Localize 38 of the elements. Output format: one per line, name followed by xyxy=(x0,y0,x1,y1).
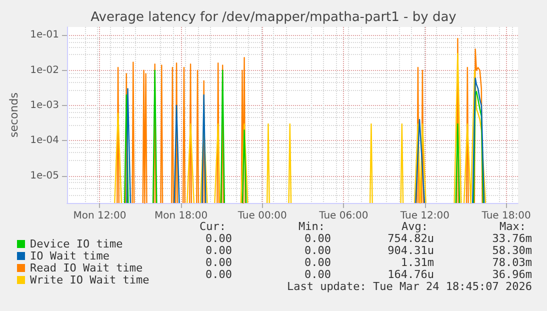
legend-label: IO Wait time xyxy=(30,250,110,262)
x-tick-label: Tue 00:00 xyxy=(236,210,287,222)
text: 36.96m xyxy=(492,268,532,281)
x-tick-label: Tue 12:00 xyxy=(399,210,450,222)
text: 33.76m xyxy=(492,232,532,245)
text: Last update: Tue Mar 24 18:45:07 2026 xyxy=(286,280,532,293)
y-tick-label: 1e-03 xyxy=(30,100,59,112)
y-tick-label: 1e-04 xyxy=(30,135,59,146)
text: 0.00 xyxy=(206,232,232,245)
text: Cur: xyxy=(200,220,226,233)
text: Max: xyxy=(500,220,526,233)
chart-title: Average latency for /dev/mapper/mpatha-part1 - by day xyxy=(90,10,457,25)
text: 164.76u xyxy=(388,268,434,281)
text: 754.82u xyxy=(388,232,434,245)
x-tick-label: Mon 12:00 xyxy=(73,210,126,222)
text: 0.00 xyxy=(304,232,331,245)
text: 0.00 xyxy=(304,256,331,269)
legend-label: Write IO Wait time xyxy=(30,274,150,286)
text: 0.00 xyxy=(206,256,232,269)
text: 904.31u xyxy=(388,244,434,257)
text: Avg: xyxy=(402,220,428,233)
text: 58.30m xyxy=(492,244,532,257)
x-tick-label: Mon 18:00 xyxy=(154,210,208,222)
text: 78.03m xyxy=(492,256,532,269)
text: Min: xyxy=(298,220,325,233)
x-tick-label: Tue 18:00 xyxy=(480,210,531,222)
text: 0.00 xyxy=(206,268,232,281)
text: 1.31m xyxy=(400,256,434,269)
text: 0.00 xyxy=(206,244,232,257)
y-tick-label: 1e-05 xyxy=(30,170,59,182)
text: 0.00 xyxy=(304,268,331,281)
y-tick-label: 1e-01 xyxy=(30,30,59,41)
x-tick-label: Tue 06:00 xyxy=(318,210,368,222)
text: 0.00 xyxy=(304,244,331,257)
legend-label: Device IO time xyxy=(30,238,123,250)
legend-label: Read IO Wait time xyxy=(30,262,143,274)
y-axis-title: seconds xyxy=(7,92,20,138)
y-tick-label: 1e-02 xyxy=(30,64,59,76)
